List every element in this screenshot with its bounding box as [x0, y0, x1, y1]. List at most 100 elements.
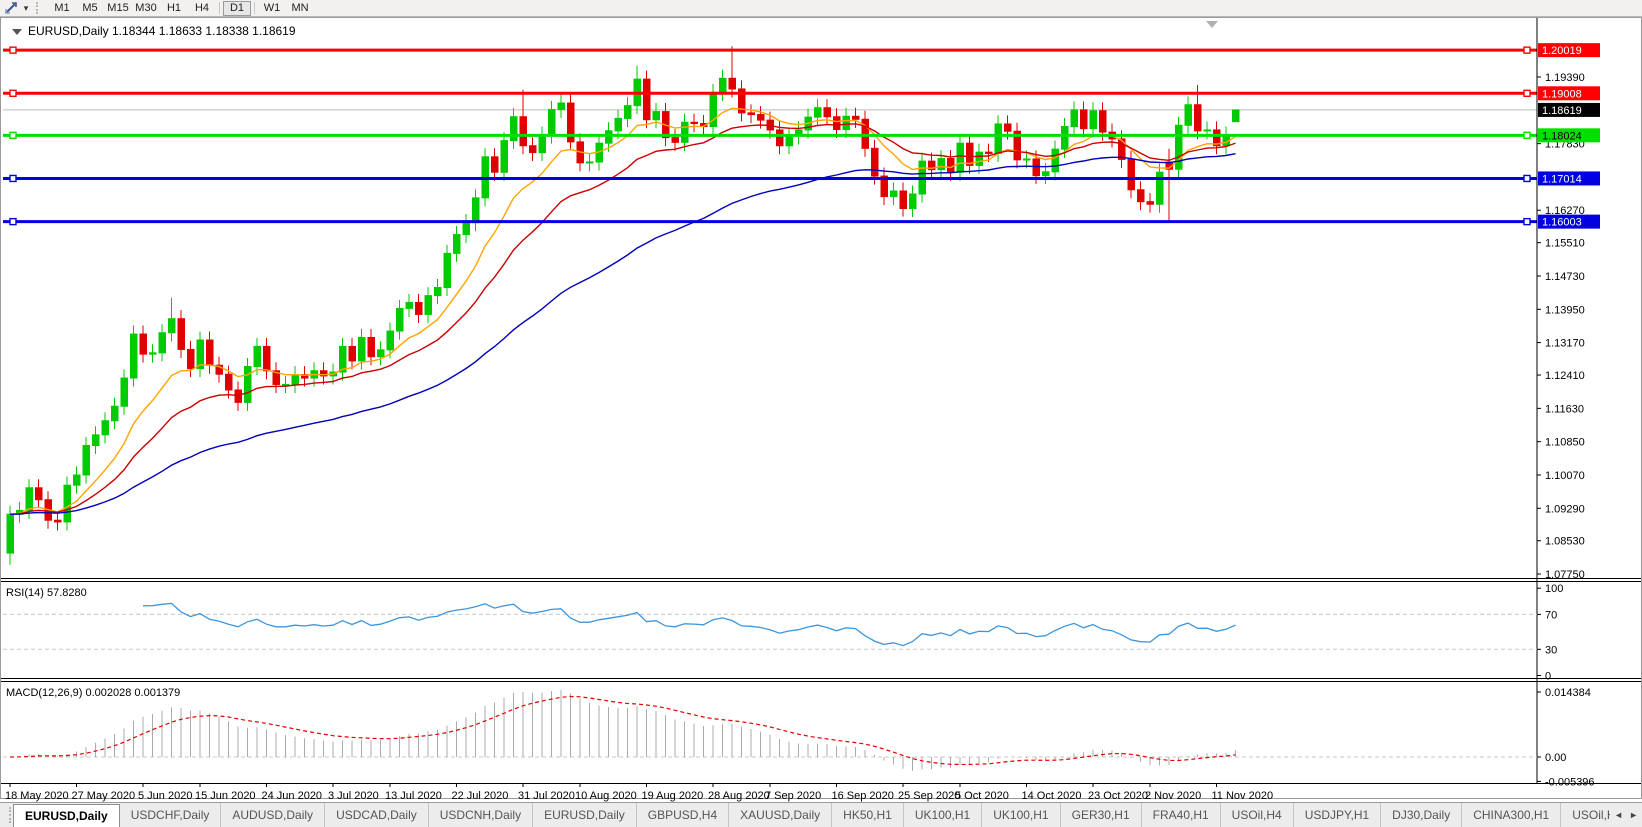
symbol-tab-USDCNH-Daily[interactable]: USDCNH,Daily — [429, 803, 534, 827]
candle-down — [1118, 138, 1126, 160]
date-tick-label[interactable]: 5 Jun 2020 — [138, 790, 192, 802]
candle-up — [652, 111, 660, 121]
candle-down — [215, 364, 223, 375]
price-tick-label: 1.13950 — [1545, 304, 1585, 316]
symbol-tab-UK100-H1[interactable]: UK100,H1 — [904, 803, 983, 827]
line-anchor-handle[interactable] — [1523, 89, 1531, 98]
symbol-tabbar: EURUSD,Daily USDCHF,Daily AUDUSD,Daily USDC… — [0, 802, 1642, 827]
timeframe-button-H4[interactable]: H4 — [188, 1, 216, 16]
timeframe-button-M1[interactable]: M1 — [48, 1, 76, 16]
date-tick-label[interactable]: 14 Oct 2020 — [1022, 790, 1082, 802]
symbol-tab-DJ30-Daily[interactable]: DJ30,Daily — [1381, 803, 1463, 827]
line-anchor-handle[interactable] — [1523, 46, 1531, 54]
symbol-tab-USOil-H1[interactable]: USOil,H1 — [1561, 803, 1610, 827]
chart-svg: 1.193901.178301.162701.155101.147301.139… — [0, 17, 1642, 802]
timeframe-button-MN[interactable]: MN — [286, 1, 314, 16]
line-anchor-handle[interactable] — [9, 131, 17, 140]
candle-up — [500, 140, 508, 173]
symbol-tab-EURUSD-Daily[interactable]: EURUSD,Daily — [13, 804, 120, 827]
level-price-tag-label: 1.19008 — [1542, 88, 1582, 100]
date-tick-label[interactable]: 18 May 2020 — [5, 790, 69, 802]
date-tick-label[interactable]: 24 Jun 2020 — [262, 790, 323, 802]
price-tick-label: 1.07750 — [1545, 569, 1585, 581]
chart-title-text: EURUSD,Daily 1.18344 1.18633 1.18338 1.1… — [28, 24, 296, 38]
date-tick-label[interactable]: 11 Nov 2020 — [1212, 790, 1274, 802]
date-tick-label[interactable]: 22 Jul 2020 — [452, 790, 509, 802]
symbol-tab-UK100-H1[interactable]: UK100,H1 — [982, 803, 1061, 827]
timeframe-button-M15[interactable]: M15 — [104, 1, 132, 16]
symbol-tab-GBPUSD-H4[interactable]: GBPUSD,H4 — [637, 803, 730, 827]
candle-down — [1194, 104, 1202, 132]
date-tick-label[interactable]: 5 Oct 2020 — [955, 790, 1009, 802]
candle-up — [73, 474, 81, 486]
date-tick-label[interactable]: 13 Jul 2020 — [385, 790, 442, 802]
symbol-tab-EURUSD-Daily[interactable]: EURUSD,Daily — [533, 803, 637, 827]
candle-up — [434, 287, 442, 297]
timeframe-toolbar: ▾ M1 M5 M15 M30 H1 H4 D1 W1 MN — [0, 0, 1642, 17]
candle-down — [985, 151, 993, 154]
candle-up — [453, 234, 461, 254]
line-anchor-handle[interactable] — [1523, 217, 1531, 226]
candle-down — [1146, 201, 1154, 205]
symbol-tab-USDJPY-H1[interactable]: USDJPY,H1 — [1294, 803, 1382, 827]
tabbar-grip — [2, 807, 11, 823]
level-price-tag-box — [1538, 214, 1600, 229]
candle-down — [519, 116, 527, 147]
timeframe-button-M5[interactable]: M5 — [76, 1, 104, 16]
date-tick-label[interactable]: 19 Aug 2020 — [642, 790, 704, 802]
candle-down — [690, 121, 698, 125]
candle-up — [1232, 109, 1240, 123]
diagonal-arrows-icon[interactable] — [2, 1, 20, 15]
date-tick-label[interactable]: 23 Oct 2020 — [1088, 790, 1148, 802]
symbol-tab-USOil-H4[interactable]: USOil,H4 — [1221, 803, 1294, 827]
timeframe-button-D1[interactable]: D1 — [223, 0, 251, 16]
price-axis: 1.193901.178301.162701.155101.147301.139… — [1537, 43, 1600, 788]
symbol-tab-GER30-H1[interactable]: GER30,H1 — [1061, 803, 1142, 827]
candle-up — [282, 383, 290, 386]
macd-axis-label: 0.014384 — [1545, 687, 1591, 699]
line-anchor-handle[interactable] — [1523, 174, 1531, 183]
line-anchor-handle[interactable] — [9, 174, 17, 183]
line-anchor-handle[interactable] — [9, 46, 17, 54]
candle-up — [1089, 110, 1097, 130]
candle-down — [415, 301, 423, 315]
date-tick-label[interactable]: 10 Aug 2020 — [575, 790, 637, 802]
candle-down — [738, 88, 746, 114]
timeframe-button-M30[interactable]: M30 — [132, 1, 160, 16]
date-tick-label[interactable]: 31 Jul 2020 — [518, 790, 575, 802]
date-tick-label[interactable]: 25 Sep 2020 — [898, 790, 960, 802]
line-anchor-handle[interactable] — [9, 217, 17, 226]
chart-title-caret-icon[interactable] — [12, 29, 22, 35]
date-tick-label[interactable]: 3 Jul 2020 — [328, 790, 379, 802]
symbol-tab-USDCHF-Daily[interactable]: USDCHF,Daily — [120, 803, 222, 827]
candle-down — [880, 175, 888, 198]
candle-down — [671, 137, 679, 143]
date-tick-label[interactable]: 28 Aug 2020 — [708, 790, 770, 802]
date-tick-label[interactable]: 2 Nov 2020 — [1145, 790, 1201, 802]
timeframe-button-H1[interactable]: H1 — [160, 1, 188, 16]
line-anchor-handle[interactable] — [1523, 131, 1531, 140]
date-tick-label[interactable]: 27 May 2020 — [72, 790, 136, 802]
symbol-tab-CHINA300-H1[interactable]: CHINA300,H1 — [1462, 803, 1562, 827]
candle-up — [424, 295, 432, 315]
chart-shift-marker-icon[interactable] — [1206, 21, 1218, 28]
symbol-tab-FRA40-H1[interactable]: FRA40,H1 — [1142, 803, 1221, 827]
symbol-tab-USDCAD-Daily[interactable]: USDCAD,Daily — [325, 803, 429, 827]
candle-up — [339, 345, 347, 373]
symbol-tab-HK50-H1[interactable]: HK50,H1 — [832, 803, 904, 827]
symbol-tab-XAUUSD-Daily[interactable]: XAUUSD,Daily — [729, 803, 833, 827]
chart-window[interactable]: 1.19390 1.17830 1.16270 1.15510 1.14730 1.139… — [0, 17, 1642, 807]
date-tick-label[interactable]: 16 Sep 2020 — [832, 790, 894, 802]
symbol-tab-AUDUSD-Daily[interactable]: AUDUSD,Daily — [221, 803, 326, 827]
date-tick-label[interactable]: 7 Sep 2020 — [765, 790, 821, 802]
date-tick-label[interactable]: 15 Jun 2020 — [195, 790, 256, 802]
timeframe-button-W1[interactable]: W1 — [258, 1, 286, 16]
tab-scroll-right-icon[interactable]: ► — [1629, 810, 1638, 820]
rsi-axis-label: 30 — [1545, 644, 1557, 656]
tab-scroll-left-icon[interactable]: ◄ — [1614, 810, 1624, 820]
dropdown-caret-icon[interactable]: ▾ — [23, 2, 29, 13]
price-tick-label: 1.10850 — [1545, 437, 1585, 449]
line-anchor-handle[interactable] — [9, 89, 17, 98]
price-tick-label: 1.16270 — [1545, 205, 1585, 217]
candle-up — [909, 193, 917, 210]
